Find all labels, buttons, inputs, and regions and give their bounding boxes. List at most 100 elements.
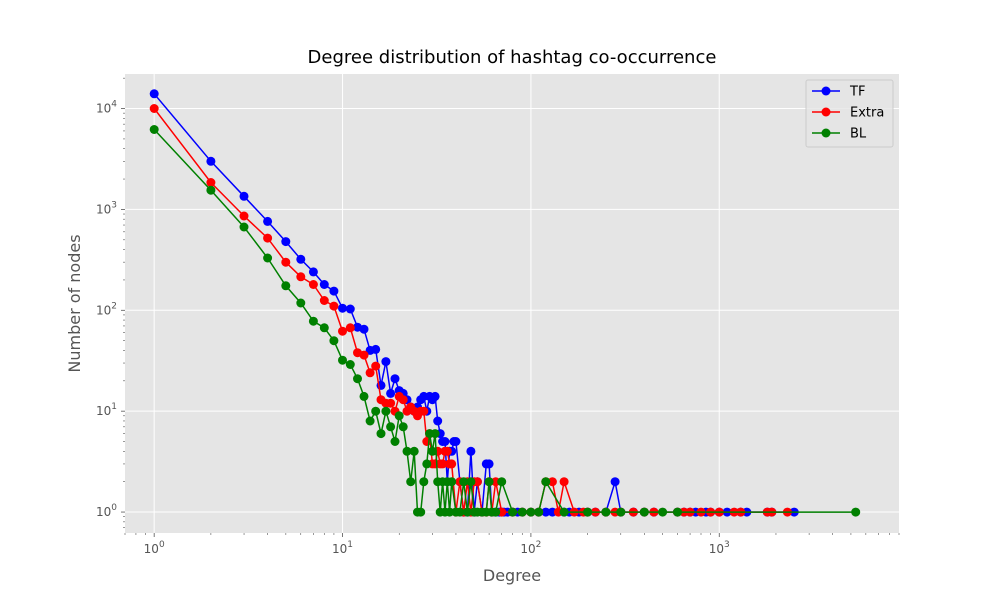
data-point — [386, 422, 396, 432]
data-point — [419, 477, 429, 487]
data-point — [371, 344, 381, 354]
legend-item-tf: TF — [812, 85, 865, 100]
data-point — [206, 178, 216, 187]
data-point — [517, 507, 527, 517]
series-layer — [149, 89, 861, 517]
data-point — [376, 429, 386, 439]
data-point — [497, 477, 507, 487]
data-point — [308, 280, 318, 289]
data-point — [409, 446, 419, 456]
data-point — [610, 477, 620, 487]
data-point — [601, 507, 611, 517]
y-axis-ticks: 100 101 102 103 104 — [96, 100, 125, 519]
data-point — [338, 355, 347, 365]
data-point — [359, 350, 369, 360]
data-point — [381, 357, 391, 367]
data-point — [338, 303, 347, 313]
data-point — [430, 429, 440, 439]
data-point — [263, 216, 273, 226]
data-point — [149, 104, 159, 113]
data-point — [491, 507, 501, 517]
data-point — [319, 280, 329, 289]
data-point — [296, 254, 306, 264]
data-point — [365, 416, 375, 426]
data-point — [484, 459, 494, 469]
data-point — [353, 374, 362, 384]
data-point — [308, 316, 318, 326]
data-point — [359, 391, 369, 401]
minor-ticks — [123, 77, 900, 535]
plot-area — [125, 74, 899, 533]
data-point — [206, 185, 216, 195]
data-point — [239, 191, 249, 201]
y-tick-label: 100 — [96, 503, 117, 519]
data-point — [466, 446, 476, 456]
data-point — [445, 507, 455, 517]
data-point — [559, 477, 569, 487]
data-point — [440, 437, 450, 446]
data-point — [398, 395, 408, 405]
data-point — [386, 388, 396, 398]
x-tick-label: 101 — [332, 540, 353, 556]
data-point — [329, 301, 339, 311]
legend-marker — [821, 128, 831, 138]
x-axis-ticks: 100 101 102 103 — [144, 533, 730, 556]
data-point — [541, 477, 551, 487]
legend-label: BL — [850, 127, 867, 142]
data-point — [673, 507, 682, 517]
legend-item-bl: BL — [812, 127, 867, 142]
legend-label: Extra — [850, 106, 884, 121]
legend: TF Extra BL — [805, 79, 894, 148]
data-point — [466, 477, 476, 487]
data-point — [149, 125, 159, 134]
legend-item-extra: Extra — [812, 106, 884, 121]
data-point — [345, 323, 355, 333]
data-point — [462, 507, 472, 517]
series-bl — [149, 125, 861, 517]
legend-label: TF — [849, 85, 865, 100]
data-point — [526, 507, 536, 517]
data-point — [447, 459, 457, 469]
data-point — [319, 296, 329, 305]
data-point — [263, 253, 273, 263]
x-tick-label: 100 — [144, 540, 165, 556]
chart-title: Degree distribution of hashtag co-occurr… — [308, 47, 717, 68]
data-point — [658, 507, 668, 517]
data-point — [559, 507, 569, 517]
data-point — [319, 323, 329, 333]
data-point — [381, 406, 391, 416]
legend-marker — [821, 86, 831, 96]
data-point — [365, 368, 375, 378]
data-point — [438, 459, 448, 469]
data-point — [386, 398, 396, 408]
data-point — [149, 89, 159, 99]
data-point — [390, 437, 400, 446]
data-point — [639, 507, 649, 517]
y-tick-label: 103 — [96, 200, 117, 216]
data-point — [430, 391, 440, 401]
data-point — [296, 298, 306, 308]
data-point — [541, 507, 551, 517]
y-tick-label: 101 — [96, 402, 117, 418]
data-point — [398, 422, 408, 432]
y-axis-label: Number of nodes — [65, 234, 84, 372]
data-point — [419, 406, 429, 416]
data-point — [451, 437, 461, 446]
data-point — [402, 446, 412, 456]
data-point — [239, 211, 249, 221]
data-point — [508, 507, 518, 517]
x-tick-label: 102 — [520, 540, 541, 556]
data-point — [394, 411, 404, 421]
data-point — [371, 406, 381, 416]
data-point — [547, 477, 557, 487]
data-point — [281, 237, 291, 247]
data-point — [447, 477, 457, 487]
data-point — [583, 507, 593, 517]
data-point — [433, 416, 443, 426]
data-point — [616, 507, 626, 517]
data-point — [406, 477, 416, 487]
data-point — [422, 459, 432, 469]
x-tick-label: 103 — [709, 540, 730, 556]
